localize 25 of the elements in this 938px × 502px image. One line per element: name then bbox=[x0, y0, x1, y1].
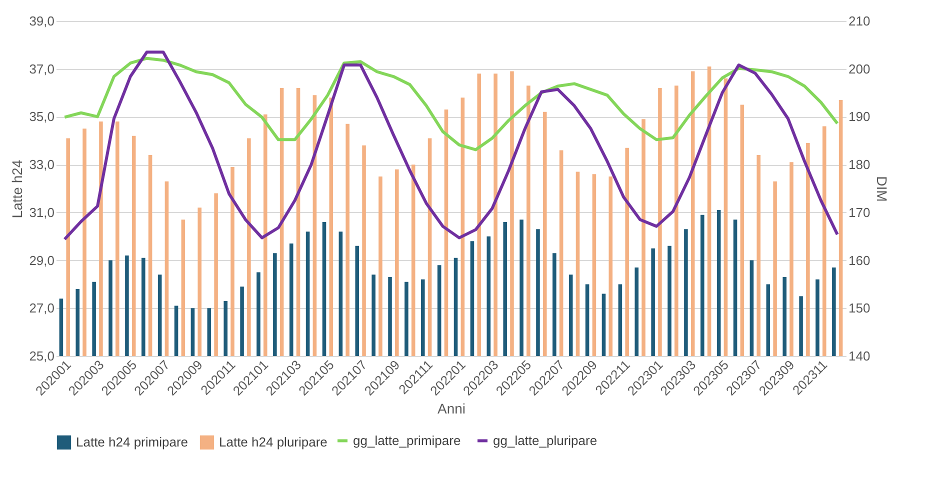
legend-label: Latte h24 pluripare bbox=[219, 434, 328, 450]
y2-tick-label: 200 bbox=[848, 61, 870, 76]
legend-label: Latte h24 primipare bbox=[76, 434, 188, 450]
y-tick-label: 39,0 bbox=[29, 14, 54, 28]
y-tick-label: 27,0 bbox=[29, 300, 54, 316]
legend-label: gg_latte_primipare bbox=[353, 432, 461, 448]
x-axis-title: Anni bbox=[437, 400, 466, 416]
y2-tick-label: 170 bbox=[848, 204, 870, 220]
y-tick-label: 37,0 bbox=[29, 61, 54, 76]
y-axis-title: Latte h24 bbox=[9, 160, 26, 218]
y2-tick-label: 210 bbox=[848, 14, 870, 28]
y-tick-label: 31,0 bbox=[29, 204, 54, 220]
y-tick-label: 29,0 bbox=[29, 252, 54, 268]
y-tick-label: 35,0 bbox=[29, 109, 54, 124]
y2-tick-label: 180 bbox=[848, 157, 870, 172]
y2-tick-label: 140 bbox=[848, 348, 870, 364]
y-tick-label: 33,0 bbox=[29, 157, 54, 172]
y-tick-label: 25,0 bbox=[29, 348, 54, 364]
legend-label: gg_latte_pluripare bbox=[493, 432, 598, 448]
y2-tick-label: 160 bbox=[848, 252, 870, 268]
y2-axis-title: DIM bbox=[874, 176, 890, 202]
line-series bbox=[63, 56, 839, 152]
y2-tick-label: 190 bbox=[848, 109, 870, 124]
y2-tick-label: 150 bbox=[848, 300, 870, 316]
line-series bbox=[63, 50, 839, 241]
